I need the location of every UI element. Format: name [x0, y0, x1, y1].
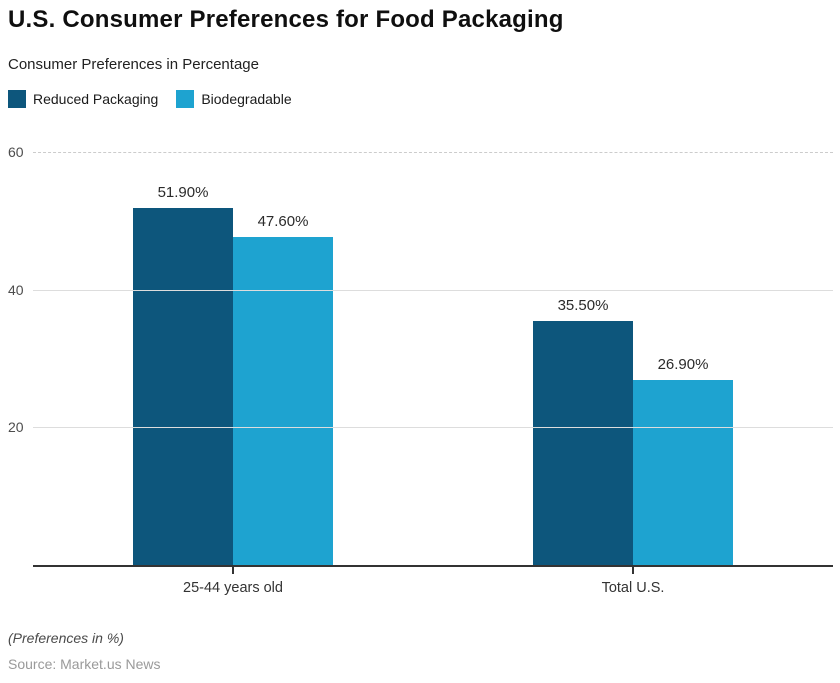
legend-label: Reduced Packaging	[33, 91, 159, 107]
bar-groups: 51.90% 47.60% 35.50% 26.90%	[33, 152, 833, 565]
chart-title: U.S. Consumer Preferences for Food Packa…	[8, 6, 564, 33]
x-axis-line	[33, 565, 833, 567]
bar-column: 26.90%	[633, 152, 733, 565]
bar-value-label: 47.60%	[257, 213, 309, 231]
chart-subtitle: Consumer Preferences in Percentage	[8, 56, 259, 73]
legend: Reduced Packaging Biodegradable	[8, 90, 292, 108]
legend-item-biodegradable: Biodegradable	[176, 90, 292, 108]
bar-column: 47.60%	[233, 152, 333, 565]
bar-value-label: 51.90%	[157, 183, 209, 201]
y-axis-tick-label: 20	[8, 419, 24, 436]
x-axis-tick	[632, 567, 634, 574]
legend-label: Biodegradable	[201, 91, 292, 107]
legend-swatch-icon	[176, 90, 195, 108]
x-axis-category-label: 25-44 years old	[183, 580, 283, 596]
y-axis-tick-label: 40	[8, 281, 24, 298]
bar-column: 51.90%	[133, 152, 233, 565]
legend-swatch-icon	[8, 90, 26, 108]
y-axis-tick-label: 60	[8, 144, 24, 160]
bar-value-label: 35.50%	[557, 296, 609, 314]
bar-value-label: 26.90%	[657, 355, 709, 373]
bar-reduced-packaging	[533, 320, 633, 565]
footer-note: (Preferences in %)	[8, 630, 124, 646]
plot-area: 51.90% 47.60% 35.50% 26.90% 20 40 60	[8, 144, 833, 565]
bar-chart: 51.90% 47.60% 35.50% 26.90% 20 40 60 25-44 ye…	[0, 130, 840, 605]
x-axis-tick	[232, 567, 234, 574]
footer-source: Source: Market.us News	[8, 656, 161, 672]
x-axis-category-label: Total U.S.	[601, 580, 665, 596]
bar-reduced-packaging	[133, 207, 233, 565]
legend-item-reduced-packaging: Reduced Packaging	[8, 90, 158, 108]
bar-group: 35.50% 26.90%	[433, 152, 833, 565]
gridline-40	[33, 289, 833, 291]
bar-biodegradable	[233, 237, 333, 565]
bar-biodegradable	[633, 379, 733, 565]
x-axis-labels: 25-44 years old Total U.S.	[33, 580, 833, 596]
gridline-20	[33, 427, 833, 429]
bar-group: 51.90% 47.60%	[33, 152, 433, 565]
bar-column: 35.50%	[533, 152, 633, 565]
gridline-60	[33, 152, 833, 153]
